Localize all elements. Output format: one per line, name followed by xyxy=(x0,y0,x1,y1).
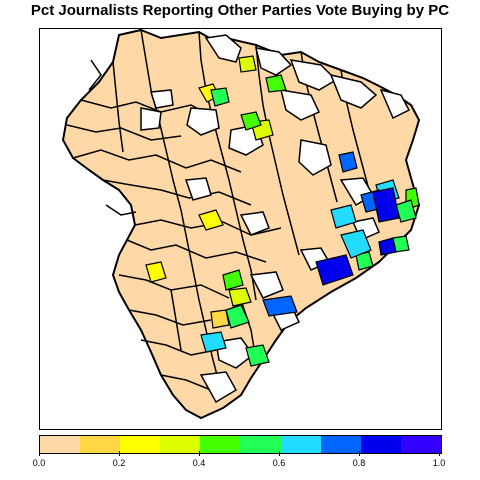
legend-tick-mark xyxy=(119,451,120,456)
pc-green-2 xyxy=(265,74,287,93)
pc-blue-2 xyxy=(262,295,298,317)
pc-green-1 xyxy=(240,111,262,131)
pc-gold-1 xyxy=(210,309,230,329)
legend-swatch xyxy=(240,436,281,453)
legend-axis: 0.0 0.2 0.4 0.6 0.8 1.0 xyxy=(33,451,445,475)
pc-blue-1 xyxy=(338,151,358,173)
pc-springgreen-1 xyxy=(225,304,250,329)
legend-swatch xyxy=(200,436,241,453)
legend-tick-mark xyxy=(359,451,360,456)
map-title: Pct Journalists Reporting Other Parties … xyxy=(30,2,450,19)
pc-darkblue-3 xyxy=(378,237,397,256)
legend-tick-mark xyxy=(199,451,200,456)
pc-yellowgreen-3 xyxy=(238,55,257,73)
pc-darkblue-1 xyxy=(315,254,354,286)
pc-cyan-1 xyxy=(200,331,227,353)
pc-green-3 xyxy=(222,269,244,291)
legend-swatch xyxy=(40,436,81,453)
pc-cyan-3 xyxy=(330,204,357,229)
legend-tick-label: 0.4 xyxy=(192,458,206,468)
legend-swatch xyxy=(320,436,361,453)
map-panel xyxy=(39,28,442,430)
legend-tick-mark xyxy=(439,451,440,456)
pc-darkblue-2 xyxy=(372,187,400,223)
legend-tick-mark xyxy=(279,451,280,456)
pc-yellowgreen-2 xyxy=(228,287,252,307)
legend-tick-label: 0.0 xyxy=(32,458,46,468)
legend-swatch xyxy=(360,436,401,453)
pc-yellow-3 xyxy=(145,261,167,283)
legend-tick-label: 0.8 xyxy=(352,458,366,468)
color-legend xyxy=(39,435,442,454)
legend-swatch xyxy=(280,436,321,453)
legend-swatch xyxy=(160,436,201,453)
legend-tick-label: 0.6 xyxy=(272,458,286,468)
legend-tick-label: 1.0 xyxy=(432,458,446,468)
legend-tick-mark xyxy=(39,451,40,456)
pc-yellow-2 xyxy=(198,209,224,231)
legend-swatch xyxy=(120,436,161,453)
legend-swatch xyxy=(80,436,121,453)
pc-cyan-2 xyxy=(340,229,372,259)
legend-tick-label: 0.2 xyxy=(112,458,126,468)
pc-springgreen-6 xyxy=(210,87,230,107)
pc-springgreen-5 xyxy=(395,199,417,223)
pc-springgreen-2 xyxy=(245,344,270,367)
choropleth-map xyxy=(61,29,421,420)
legend-swatch xyxy=(400,436,441,453)
colored-constituencies xyxy=(145,55,420,367)
